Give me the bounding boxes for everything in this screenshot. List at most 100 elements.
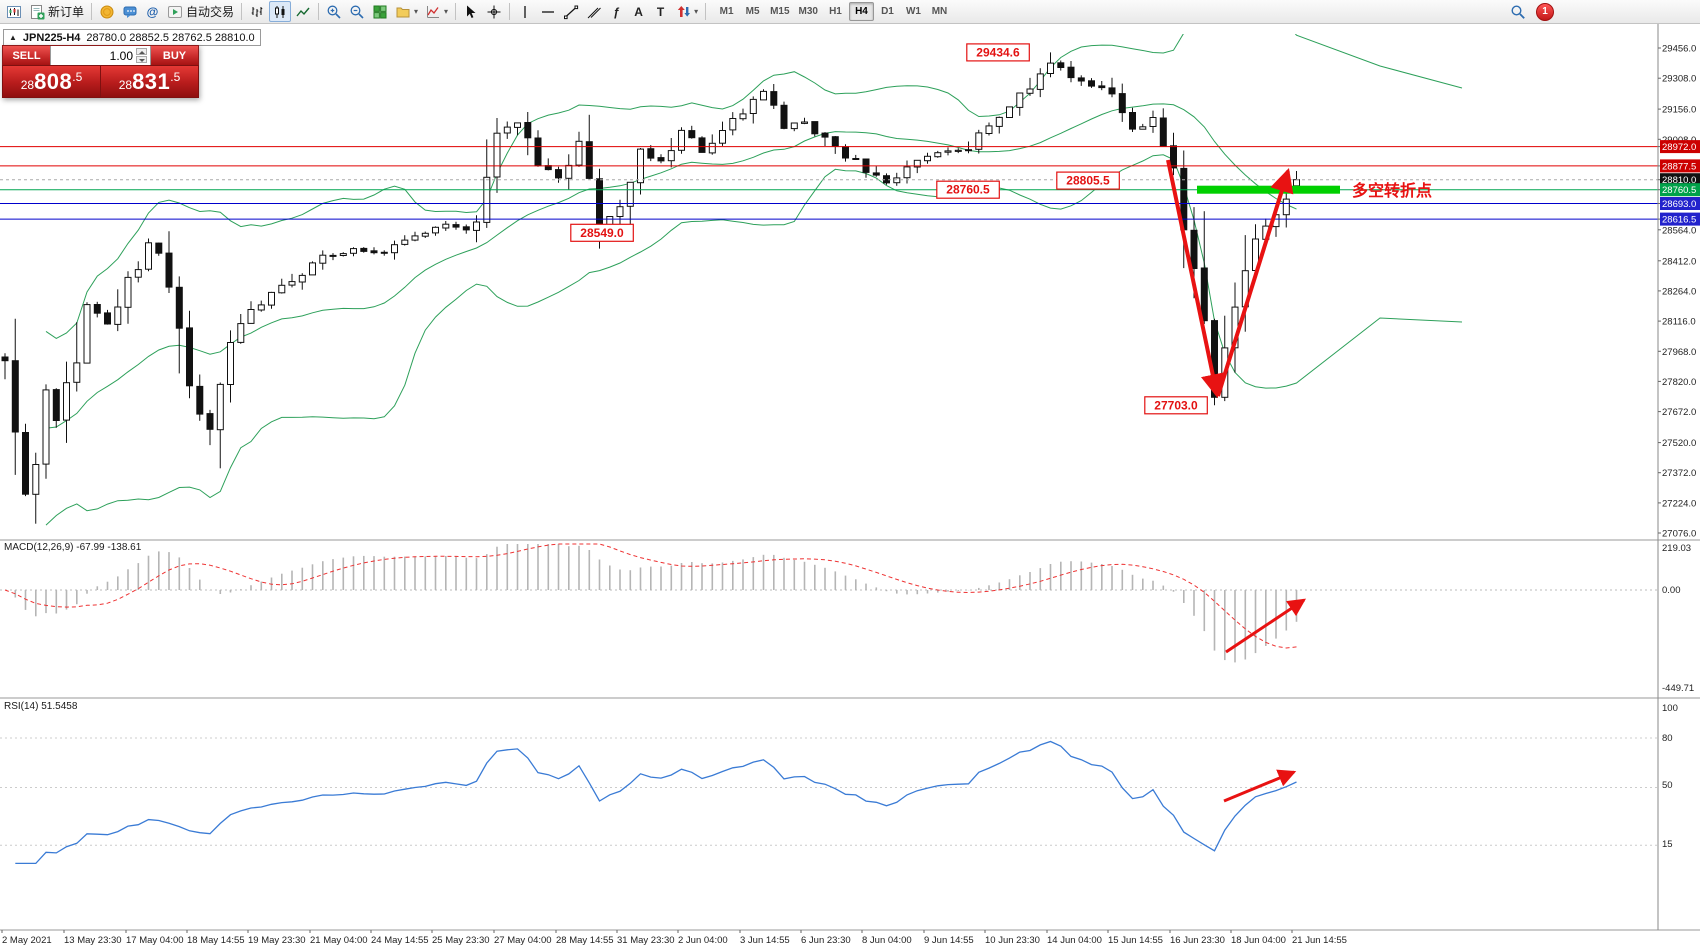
arrows-tool-icon [677,5,691,17]
time-axis-label: 2 Jun 04:00 [678,935,728,945]
cursor-button[interactable] [460,1,482,22]
candle-body [975,132,983,150]
trend-arrow[interactable] [1216,167,1294,397]
candle-body [155,242,163,254]
candle-body [493,132,501,178]
volume-down-button[interactable] [136,56,147,63]
tile-windows-icon [373,5,387,19]
one-click-collapse-icon[interactable]: ▲ [9,33,17,42]
price-axis-label: 27372.0 [1662,468,1696,479]
candle-body [360,247,368,252]
macd-axis-label: 219.03 [1662,543,1691,554]
price-tag-text: 28693.0 [1662,199,1696,210]
timeframe-m30-button[interactable]: M30 [795,2,822,21]
price-tag [1660,197,1700,210]
timeframe-m5-button[interactable]: M5 [740,2,765,21]
trendline-button[interactable] [560,1,582,22]
price-callout-box[interactable] [966,43,1030,62]
timeframe-h4-button[interactable]: H4 [848,2,874,21]
volume-spinner [135,47,150,64]
trend-arrow[interactable] [1225,598,1306,654]
time-axis-label: 27 May 04:00 [494,935,552,945]
indicators-caret-icon: ▾ [444,6,449,16]
price-axis-label: 29308.0 [1662,74,1696,85]
search-button[interactable] [1507,1,1529,22]
timeframe-w1-button[interactable]: W1 [901,2,926,21]
buy-price[interactable]: 28 831.5 [100,66,198,97]
crosshair-button[interactable] [483,1,505,22]
candle-body [73,362,81,383]
volume-up-button[interactable] [136,48,147,55]
price-axis-label: 27672.0 [1662,407,1696,418]
candle-body [32,464,40,495]
community-button[interactable]: @ [142,1,163,22]
timeframe-mn-button[interactable]: MN [927,2,952,21]
zoom-in-button[interactable] [323,1,345,22]
candle-body [555,169,562,179]
sell-button[interactable]: SELL [3,46,50,65]
candle-body [790,122,798,130]
price-chart[interactable]: 29456.029308.029156.029008.028972.028877… [0,24,1700,945]
auto-trading-button[interactable]: 自动交易 [164,1,237,22]
timeframe-h1-button[interactable]: H1 [823,2,848,21]
turning-point-label[interactable]: 多空转折点 [1352,181,1432,200]
vertical-line-button[interactable] [514,1,536,22]
candle-body [268,291,275,306]
candle-chart-icon [275,5,285,18]
candle-chart-button[interactable] [269,1,292,22]
timeframe-m15-button[interactable]: M15 [766,2,793,21]
time-axis-label: 15 Jun 14:55 [1108,935,1163,945]
arrows-caret-icon: ▾ [694,6,699,16]
volume-field[interactable]: 1.00 [50,46,151,65]
zoom-out-button[interactable] [346,1,368,22]
price-callout-box[interactable] [570,223,634,242]
zoom-in-icon [327,5,341,19]
bb-lower [45,154,1463,526]
indicators-button[interactable]: ▾ [422,1,451,22]
price-tag [1660,140,1700,154]
label-tool-button[interactable]: T [650,1,671,22]
candle-body [42,389,50,465]
tile-windows-button[interactable] [369,1,391,22]
profiles-button[interactable]: ▾ [392,1,421,22]
timeframe-d1-button[interactable]: D1 [875,2,900,21]
candle-body [698,137,706,153]
price-callout-box[interactable] [936,180,1000,199]
new-order-button[interactable]: 新订单 [26,1,87,22]
rsi-panel [0,737,1658,865]
horizontal-line-button[interactable] [537,1,559,22]
candle-body [585,141,593,179]
trend-arrow[interactable] [1166,159,1225,399]
timeframe-m1-button[interactable]: M1 [714,2,739,21]
bar-chart-button[interactable] [246,1,268,22]
candle-body [1088,80,1095,87]
arrows-tool-button[interactable]: ▾ [672,1,701,22]
candle-body [995,116,1003,127]
fibonacci-button[interactable]: ƒ [606,1,627,22]
turning-point-bar[interactable] [1197,185,1340,194]
candle-body [708,142,716,154]
candle-body [647,148,655,159]
candle-body [1159,117,1167,147]
macd-values: -67.99 -138.61 [76,542,142,553]
trend-arrow[interactable] [1223,769,1297,803]
price-callout-box[interactable] [1144,396,1208,415]
coin-button[interactable] [96,1,118,22]
timeframe-toolbar: M1 M5 M15 M30 H1 H4 D1 W1 MN [714,2,952,21]
candle-body [678,129,685,151]
line-chart-button[interactable] [292,1,314,22]
buy-button[interactable]: BUY [151,46,198,65]
price-callout-box[interactable] [1056,171,1120,190]
channel-button[interactable] [583,1,605,22]
candle-body [411,235,419,241]
macd-signal-line [4,543,1297,649]
notification-badge[interactable]: 1 [1536,2,1554,21]
text-tool-button[interactable]: A [628,1,649,22]
candle-body [165,252,173,288]
candle-body [893,177,901,184]
chat-button[interactable] [119,1,141,22]
sell-price[interactable]: 28 808.5 [3,66,100,97]
time-axis-label: 17 May 04:00 [126,935,184,945]
chart-area[interactable]: 29456.029308.029156.029008.028972.028877… [0,24,1700,945]
chart-window-button[interactable] [3,1,25,22]
